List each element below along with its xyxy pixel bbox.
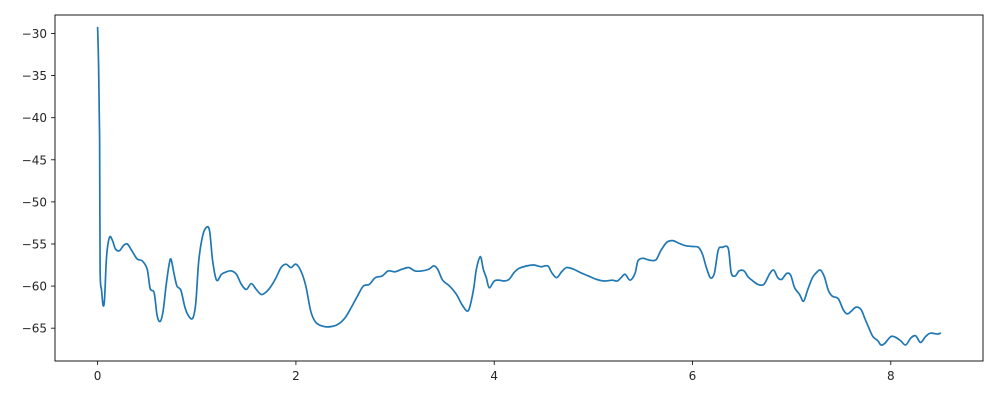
y-tick-label: −40 [22,111,47,125]
y-tick-label: −35 [22,69,47,83]
y-tick-label: −50 [22,195,47,209]
y-tick-label: −30 [22,27,47,41]
x-tick-label: 4 [490,369,498,383]
y-tick-label: −60 [22,280,47,294]
series-line [96,26,942,346]
y-tick-label: −45 [22,153,47,167]
x-tick-label: 6 [689,369,697,383]
x-tick-label: 0 [94,369,102,383]
axis-ticks: 0 2 4 6 8 −30 −35 −40 −45 −50 −55 −60 −65 [22,27,895,383]
x-tick-label: 2 [292,369,300,383]
plot-area [55,15,983,361]
plot-frame [54,14,984,362]
y-tick-label: −55 [22,237,47,251]
y-tick-label: −65 [22,322,47,336]
x-tick-label: 8 [887,369,895,383]
